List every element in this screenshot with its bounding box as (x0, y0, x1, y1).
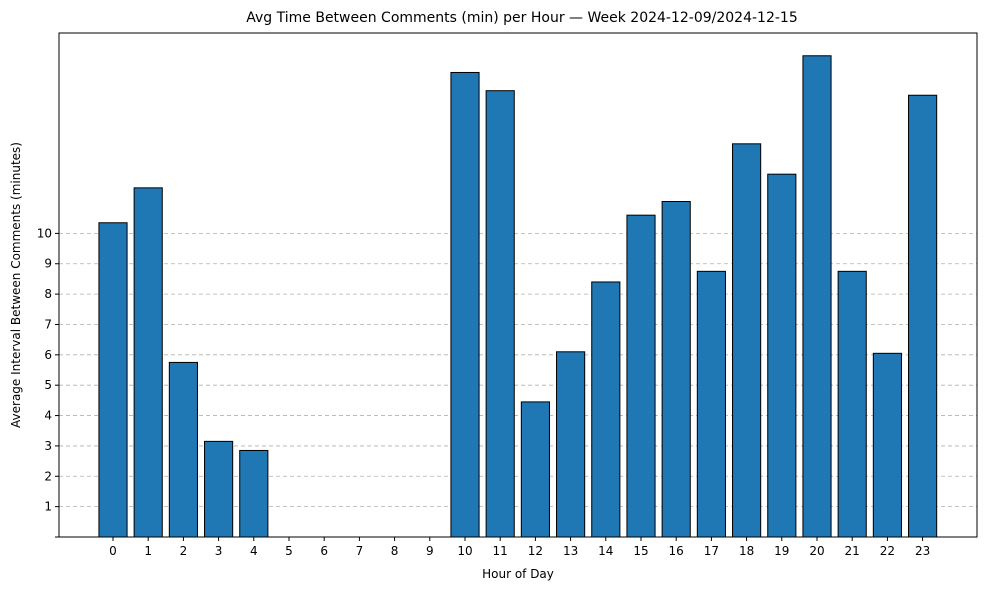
bar-hour-15 (626, 214, 656, 538)
x-tick-label: 9 (426, 544, 434, 558)
y-tick-label: 1 (44, 500, 52, 514)
y-axis-ticks: 1 2 3 4 5 6 7 8 9 10 (37, 226, 59, 538)
bar-hour-4 (239, 449, 269, 538)
bar-hour-13 (556, 351, 586, 538)
bar-hour-0 (98, 222, 128, 538)
x-tick-label: 0 (109, 544, 117, 558)
x-tick-label: 4 (250, 544, 258, 558)
y-tick-label: 6 (44, 348, 52, 362)
x-tick-label: 10 (457, 544, 472, 558)
y-tick-label: 3 (44, 439, 52, 453)
bars (98, 55, 938, 538)
y-axis-label: Average Interval Between Comments (minut… (9, 142, 23, 428)
chart-title: Avg Time Between Comments (min) per Hour… (246, 10, 797, 26)
y-tick-label: 2 (44, 469, 52, 483)
bar-hour-19 (767, 173, 797, 538)
bar-hour-18 (732, 143, 762, 538)
bar-hour-10 (450, 71, 480, 538)
x-tick-label: 21 (845, 544, 860, 558)
x-tick-label: 22 (880, 544, 895, 558)
x-tick-label: 16 (669, 544, 684, 558)
y-tick-label: 5 (44, 378, 52, 392)
x-axis-label: Hour of Day (482, 567, 554, 581)
bar-hour-17 (696, 270, 726, 538)
y-tick-label: 9 (44, 257, 52, 271)
x-tick-label: 14 (598, 544, 613, 558)
bar-hour-22 (872, 352, 902, 538)
x-tick-label: 6 (320, 544, 328, 558)
x-tick-label: 8 (391, 544, 399, 558)
x-tick-label: 17 (704, 544, 719, 558)
bar-hour-3 (204, 440, 234, 538)
y-tick-label: 4 (44, 409, 52, 423)
x-tick-label: 7 (356, 544, 364, 558)
bar-hour-11 (485, 90, 515, 538)
y-tick-label: 7 (44, 317, 52, 331)
x-tick-label: 1 (144, 544, 152, 558)
y-tick-label: 10 (37, 226, 52, 240)
x-tick-label: 13 (563, 544, 578, 558)
plot-frame (58, 32, 978, 538)
bar-hour-2 (168, 361, 198, 538)
x-tick-label: 23 (915, 544, 930, 558)
x-tick-label: 19 (774, 544, 789, 558)
bar-hour-16 (661, 201, 691, 538)
x-tick-label: 5 (285, 544, 293, 558)
bar-hour-14 (591, 281, 621, 538)
x-tick-label: 18 (739, 544, 754, 558)
x-tick-label: 15 (633, 544, 648, 558)
x-axis-ticks: 0 1 2 3 4 5 6 7 8 9 10 11 12 13 14 15 16 17 18 19 20 21 22 23 (109, 537, 930, 558)
bar-hour-20 (802, 55, 832, 538)
x-tick-label: 20 (809, 544, 824, 558)
x-tick-label: 11 (493, 544, 508, 558)
bar-hour-23 (908, 94, 938, 538)
x-tick-label: 12 (528, 544, 543, 558)
x-tick-label: 2 (180, 544, 188, 558)
bar-hour-1 (133, 187, 163, 538)
bar-hour-12 (520, 401, 550, 538)
x-tick-label: 3 (215, 544, 223, 558)
y-tick-label: 8 (44, 287, 52, 301)
bar-hour-21 (837, 270, 867, 538)
